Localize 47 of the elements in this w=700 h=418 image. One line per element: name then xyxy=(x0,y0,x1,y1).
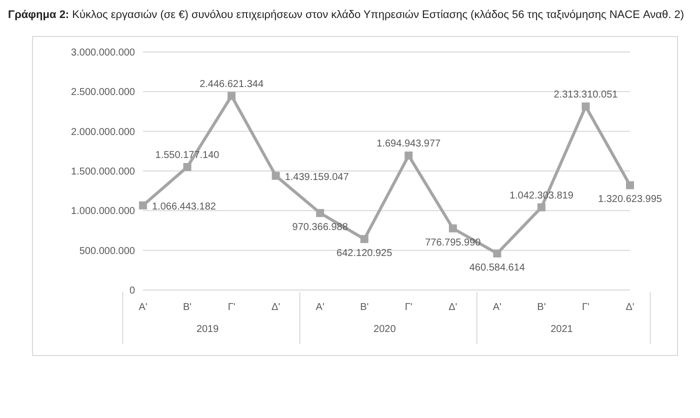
point xyxy=(228,92,236,100)
y-tick-label: 1.000.000.000 xyxy=(71,206,136,218)
point xyxy=(360,235,368,244)
data-label: 2.313.310.051 xyxy=(554,89,618,100)
data-label: 1.066.443.182 xyxy=(152,201,216,212)
x-tick-label: Δ' xyxy=(626,302,634,313)
data-label: 2.446.621.344 xyxy=(200,78,264,90)
point xyxy=(139,201,147,210)
point xyxy=(316,209,324,218)
point xyxy=(582,102,590,110)
text: 2021 xyxy=(550,324,574,335)
y-tick-label: 2.500.000.000 xyxy=(71,87,136,98)
x-tick-label: Α' xyxy=(138,302,148,313)
data-label: 642.120.925 xyxy=(336,248,393,260)
data-label: 776.795.990 xyxy=(425,237,482,248)
y-tick-label: 3.000.000.000 xyxy=(71,48,136,59)
x-tick-label: Α' xyxy=(492,302,502,313)
point xyxy=(626,181,634,190)
point xyxy=(537,203,546,212)
data-label: 1.042.303.819 xyxy=(509,190,574,202)
data-label: 460.584.614 xyxy=(469,262,526,274)
text: 2019 xyxy=(196,324,220,335)
x-tick-label: Β' xyxy=(182,302,192,313)
x-tick-label: Γ' xyxy=(582,302,590,313)
x-tick-label: Β' xyxy=(537,302,546,313)
x-tick-label: Α' xyxy=(316,302,324,313)
point xyxy=(448,224,457,232)
data-label: 1.320.623.995 xyxy=(598,194,662,206)
y-tick-label: 0 xyxy=(129,286,136,297)
x-tick-label: Β' xyxy=(360,302,369,313)
point xyxy=(183,163,192,172)
point xyxy=(493,249,502,258)
data-label: 970.366.988 xyxy=(292,222,348,234)
point xyxy=(272,172,280,180)
data-label: 1.439.159.047 xyxy=(284,172,350,183)
text: 2020 xyxy=(374,324,396,335)
y-tick-label: 2.000.000.000 xyxy=(71,126,136,138)
x-tick-label: Δ' xyxy=(448,302,458,313)
point xyxy=(404,152,413,160)
y-tick-label: 1.500.000.000 xyxy=(71,166,136,178)
x-tick-label: Γ' xyxy=(404,302,412,313)
chart-title: Γράφημα 2: Κύκλος εργασιών (σε €) συνόλου επιχειρήσεων στον κλάδο Υπηρεσιών Εστίασης (κλάδος 56 της ταξινόμησης NACE Αναθ. 2) xyxy=(8,8,685,22)
data-label: 1.694.943.977 xyxy=(376,138,442,150)
x-tick-label: Δ' xyxy=(272,302,280,313)
x-tick-label: Γ' xyxy=(228,302,236,313)
data-label: 1.550.177.140 xyxy=(155,150,220,162)
y-tick-label: 500.000.000 xyxy=(79,246,136,257)
